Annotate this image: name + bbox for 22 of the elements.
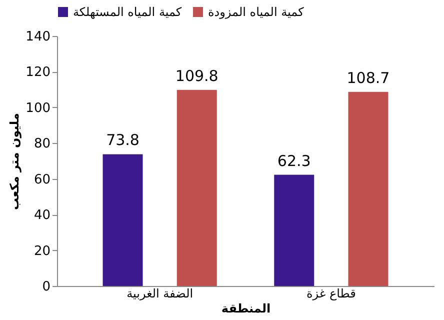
legend-label: كمية المياه المستهلكة (73, 5, 182, 19)
y-tick-label: 140 (26, 30, 50, 44)
x-tick-label: الضفة الغربية (126, 286, 194, 300)
y-tick-label: 60 (34, 172, 50, 188)
bar (176, 90, 217, 286)
y-axis-title: مليون متر مكعب (8, 112, 22, 210)
bar (102, 154, 143, 286)
bar (274, 174, 314, 286)
x-tick-label: قطاع غزة (306, 286, 356, 300)
y-tick-label: 0 (42, 280, 50, 294)
y-tick-label: 40 (34, 208, 50, 224)
data-label: 109.8 (175, 66, 218, 85)
y-tick-label: 80 (34, 136, 50, 152)
y-tick-label: 120 (26, 65, 50, 80)
data-label: 108.7 (346, 68, 390, 87)
legend-label: كمية المياه المزودة (208, 5, 304, 19)
y-tick-label: 20 (34, 244, 50, 259)
data-label: 73.8 (106, 131, 140, 150)
x-axis-title: المنطقة (221, 302, 271, 316)
bar (348, 92, 388, 286)
y-tick-label: 100 (26, 100, 50, 116)
data-label: 62.3 (277, 152, 311, 170)
